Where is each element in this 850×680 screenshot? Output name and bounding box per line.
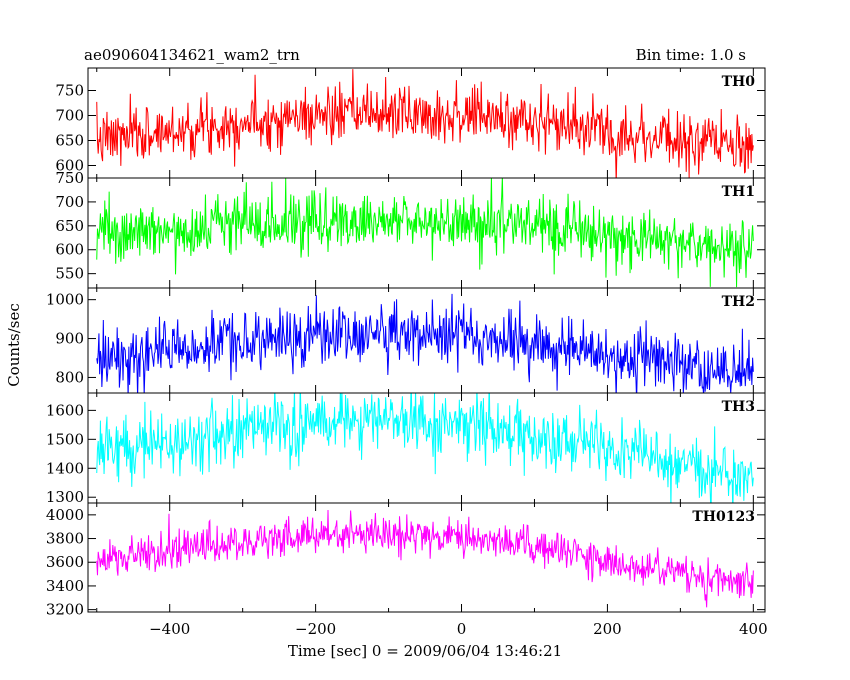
y-tick-label: 900 (55, 330, 84, 348)
y-tick-label: 3800 (46, 530, 84, 548)
y-axis-label: Counts/sec (5, 303, 23, 387)
panel-frame (87, 502, 766, 613)
panel-frame (87, 392, 766, 504)
y-tick-label: 4000 (46, 506, 84, 524)
panel-th2: 800 900 1000 TH2 (46, 287, 766, 394)
x-tick-label: 0 (457, 620, 467, 638)
y-tick-label: 600 (55, 241, 84, 259)
panel-th3: 1300 1400 1500 1600 TH3 (46, 392, 766, 506)
panel-label: TH3 (722, 399, 755, 415)
panel-th0: 600 650 700 750 TH0 (55, 67, 766, 179)
chart-title: ae090604134621_wam2_trn (84, 46, 300, 64)
x-axis: −400 −200 0 200 400 (149, 620, 768, 638)
series-line-th0123 (96, 509, 754, 608)
panels-group: 600 650 700 750 TH0 550 600 650 700 750 TH1 800 900 1… (46, 67, 768, 638)
panel-frame (87, 287, 766, 394)
bin-time-label: Bin time: 1.0 s (636, 46, 746, 64)
series-line-th3 (96, 393, 754, 503)
series-line-th1 (96, 178, 754, 288)
panel-th0123: 3200 3400 3600 3800 4000 TH0123 (46, 502, 766, 619)
panel-label: TH2 (722, 294, 755, 310)
x-tick-label: 200 (593, 620, 622, 638)
x-axis-label: Time [sec] 0 = 2009/06/04 13:46:21 (288, 642, 562, 660)
y-tick-label: 1500 (46, 430, 84, 448)
y-tick-label: 1000 (46, 291, 84, 309)
y-tick-label: 650 (55, 217, 84, 235)
y-tick-label: 3200 (46, 601, 84, 619)
y-tick-label: 3600 (46, 553, 84, 571)
y-tick-label: 3400 (46, 577, 84, 595)
x-tick-label: −400 (149, 620, 190, 638)
panel-label: TH0 (722, 74, 756, 90)
panel-label: TH0123 (692, 509, 755, 525)
y-tick-label: 1300 (46, 488, 84, 506)
series-line-th0 (96, 69, 754, 178)
series-line-th2 (96, 293, 754, 393)
x-tick-label: −200 (295, 620, 336, 638)
y-tick-label: 700 (55, 193, 84, 211)
y-tick-label: 1400 (46, 459, 84, 477)
y-tick-label: 750 (55, 169, 84, 187)
y-tick-label: 800 (55, 368, 84, 386)
y-tick-label: 650 (55, 132, 84, 150)
y-tick-label: 750 (55, 82, 84, 100)
y-tick-label: 700 (55, 107, 84, 125)
y-tick-label: 550 (55, 265, 84, 283)
panel-th1: 550 600 650 700 750 TH1 (55, 169, 766, 289)
y-tick-label: 600 (55, 157, 84, 175)
x-tick-label: 400 (739, 620, 768, 638)
panel-label: TH1 (722, 184, 755, 200)
y-tick-label: 1600 (46, 401, 84, 419)
